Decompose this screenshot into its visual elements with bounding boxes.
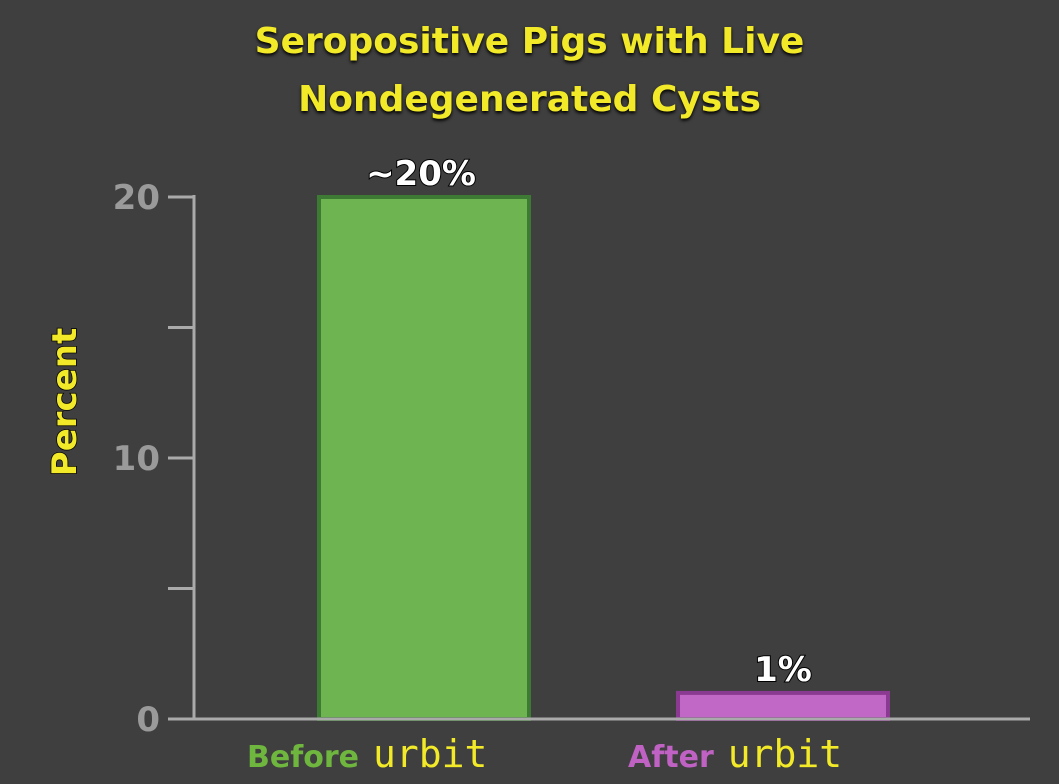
data-label: ~20% bbox=[366, 154, 476, 194]
data-label: 1% bbox=[754, 650, 812, 690]
y-tick-label: 0 bbox=[136, 700, 160, 740]
category-word: After bbox=[628, 740, 714, 775]
y-axis-label: Percent bbox=[45, 328, 85, 476]
chart-title-line-1: Seropositive Pigs with Live bbox=[254, 21, 805, 62]
category-word: Before bbox=[247, 740, 359, 775]
x-category-label: Before urbit bbox=[247, 732, 487, 776]
category-suffix: urbit bbox=[373, 732, 487, 776]
category-suffix: urbit bbox=[728, 732, 842, 776]
x-category-label: After urbit bbox=[628, 732, 842, 776]
y-tick-label: 20 bbox=[113, 178, 160, 218]
bar-after bbox=[676, 690, 890, 722]
bar-before bbox=[317, 195, 531, 721]
y-tick-label: 10 bbox=[113, 439, 160, 479]
chart-title-line-2: Nondegenerated Cysts bbox=[298, 79, 761, 120]
